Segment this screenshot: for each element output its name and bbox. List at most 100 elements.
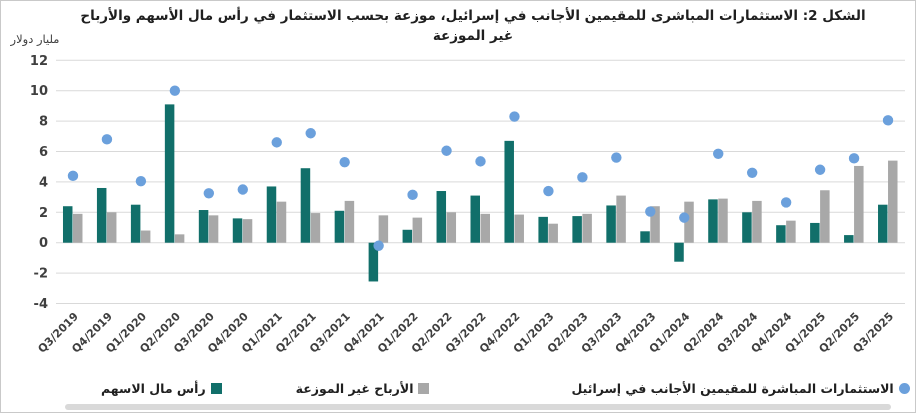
total-direct-investment-point bbox=[882, 115, 894, 126]
y-tick-label: 2 bbox=[39, 206, 48, 221]
legend-item-total-direct-investment: الاستثمارات المباشرة للمقيمين الأجانب في… bbox=[571, 380, 910, 396]
total-direct-investment-point bbox=[713, 148, 724, 159]
y-tick-label: 6 bbox=[39, 145, 48, 160]
total-direct-investment-point bbox=[611, 152, 622, 163]
y-tick-label: -4 bbox=[34, 297, 48, 312]
total-direct-investment-point bbox=[101, 134, 113, 145]
total-direct-investment-point bbox=[543, 185, 554, 197]
equity-capital-bar bbox=[96, 187, 107, 243]
total-direct-investment-point bbox=[441, 145, 452, 156]
equity-capital-bar bbox=[198, 210, 209, 243]
undistributed-profits-bar bbox=[548, 223, 558, 243]
total-direct-investment-point bbox=[679, 212, 690, 223]
equity-capital-bar bbox=[674, 242, 684, 262]
undistributed-profits-bar bbox=[276, 201, 287, 243]
undistributed-profits-bar bbox=[72, 213, 83, 243]
equity-capital-bar bbox=[878, 204, 888, 243]
y-tick-label: -2 bbox=[34, 267, 48, 282]
total-direct-investment-point bbox=[169, 85, 181, 96]
equity-capital-bar bbox=[334, 210, 345, 243]
equity-capital-bar bbox=[640, 231, 650, 243]
equity-capital-bar bbox=[436, 191, 447, 243]
legend-label-undistributed-profits: الأرباح غير الموزعة bbox=[295, 380, 414, 396]
equity-capital-bar bbox=[708, 199, 718, 243]
undistributed-profits-bar bbox=[378, 215, 389, 243]
undistributed-profits-bar bbox=[140, 230, 151, 243]
total-direct-investment-point bbox=[475, 156, 486, 167]
equity-capital-bar bbox=[470, 195, 480, 243]
equity-capital-bar bbox=[742, 212, 752, 243]
undistributed-profits-bar bbox=[854, 165, 864, 243]
total-direct-investment-point bbox=[577, 172, 588, 183]
y-tick-label: 8 bbox=[39, 115, 48, 130]
y-tick-label: 12 bbox=[30, 54, 48, 69]
y-tick-label: 4 bbox=[39, 175, 48, 190]
undistributed-profits-bar bbox=[514, 214, 524, 243]
undistributed-profits-bar bbox=[616, 195, 626, 243]
chart-title-line-1: الشكل 2: الاستثمارات المباشرى للمقيمين ا… bbox=[80, 8, 866, 24]
chart-title: الشكل 2: الاستثمارات المباشرى للمقيمين ا… bbox=[61, 7, 885, 46]
undistributed-profits-bar bbox=[582, 213, 592, 243]
total-direct-investment-point bbox=[407, 189, 418, 201]
undistributed-profits-bar bbox=[820, 190, 830, 243]
undistributed-profits-bar bbox=[786, 220, 796, 243]
equity-capital-bar bbox=[844, 235, 854, 243]
undistributed-profits-bar bbox=[310, 213, 321, 243]
chart-title-line-2: غير الموزعة bbox=[432, 27, 514, 44]
total-direct-investment-point bbox=[67, 170, 79, 182]
equity-capital-bar bbox=[810, 222, 820, 243]
equity-capital-bar bbox=[232, 218, 243, 243]
equity-capital-bar bbox=[572, 216, 582, 243]
equity-capital-bar bbox=[130, 204, 141, 243]
total-direct-investment-point bbox=[814, 164, 826, 175]
total-direct-investment-point bbox=[271, 137, 282, 148]
undistributed-profits-bar bbox=[650, 206, 660, 243]
total-direct-investment-point bbox=[780, 197, 792, 208]
y-axis-unit-label: مليار دولار bbox=[10, 32, 60, 46]
chart-legend: رأس مال الاسهم الأرباح غير الموزعة الاست… bbox=[1, 375, 915, 401]
equity-capital-bar bbox=[368, 242, 379, 282]
undistributed-profits-bar bbox=[684, 201, 694, 243]
total-direct-investment-point bbox=[848, 153, 860, 164]
equity-capital-bar bbox=[62, 206, 73, 243]
total-direct-investment-point bbox=[746, 167, 758, 178]
equity-capital-bar bbox=[300, 168, 311, 243]
equity-capital-bar bbox=[606, 205, 616, 243]
undistributed-profits-bar bbox=[752, 200, 762, 243]
legend-item-undistributed-profits: الأرباح غير الموزعة bbox=[296, 381, 430, 396]
legend-item-equity-capital: رأس مال الاسهم bbox=[101, 381, 222, 396]
legend-label-equity-capital: رأس مال الاسهم bbox=[101, 380, 206, 396]
undistributed-profits-bar bbox=[718, 198, 728, 243]
total-direct-investment-point bbox=[305, 128, 316, 139]
undistributed-profits-bar bbox=[888, 160, 898, 243]
y-tick-label: 0 bbox=[39, 236, 48, 251]
undistributed-profits-square-icon bbox=[418, 382, 430, 394]
undistributed-profits-bar bbox=[446, 212, 457, 243]
equity-capital-bar bbox=[266, 186, 277, 243]
equity-capital-square-icon bbox=[210, 382, 222, 394]
equity-capital-bar bbox=[402, 229, 413, 243]
total-direct-investment-point bbox=[237, 184, 248, 195]
legend-label-total-direct-investment: الاستثمارات المباشرة للمقيمين الأجانب في… bbox=[571, 380, 894, 396]
total-direct-investment-point bbox=[339, 156, 350, 168]
total-direct-investment-point bbox=[135, 175, 147, 187]
undistributed-profits-bar bbox=[480, 213, 490, 243]
total-direct-investment-dot-icon bbox=[898, 382, 910, 394]
horizontal-scrollbar-thumb[interactable] bbox=[65, 404, 891, 410]
equity-capital-bar bbox=[504, 140, 514, 243]
total-direct-investment-point bbox=[203, 188, 215, 199]
y-tick-label: 10 bbox=[30, 84, 48, 99]
total-direct-investment-point bbox=[373, 240, 384, 251]
undistributed-profits-bar bbox=[174, 234, 185, 243]
total-direct-investment-point bbox=[509, 111, 520, 122]
undistributed-profits-bar bbox=[208, 215, 219, 243]
equity-capital-bar bbox=[538, 216, 548, 243]
undistributed-profits-bar bbox=[242, 219, 253, 243]
equity-capital-bar bbox=[164, 104, 175, 243]
equity-capital-bar bbox=[776, 225, 786, 243]
undistributed-profits-bar bbox=[344, 200, 355, 243]
undistributed-profits-bar bbox=[412, 217, 423, 243]
undistributed-profits-bar bbox=[106, 212, 117, 243]
